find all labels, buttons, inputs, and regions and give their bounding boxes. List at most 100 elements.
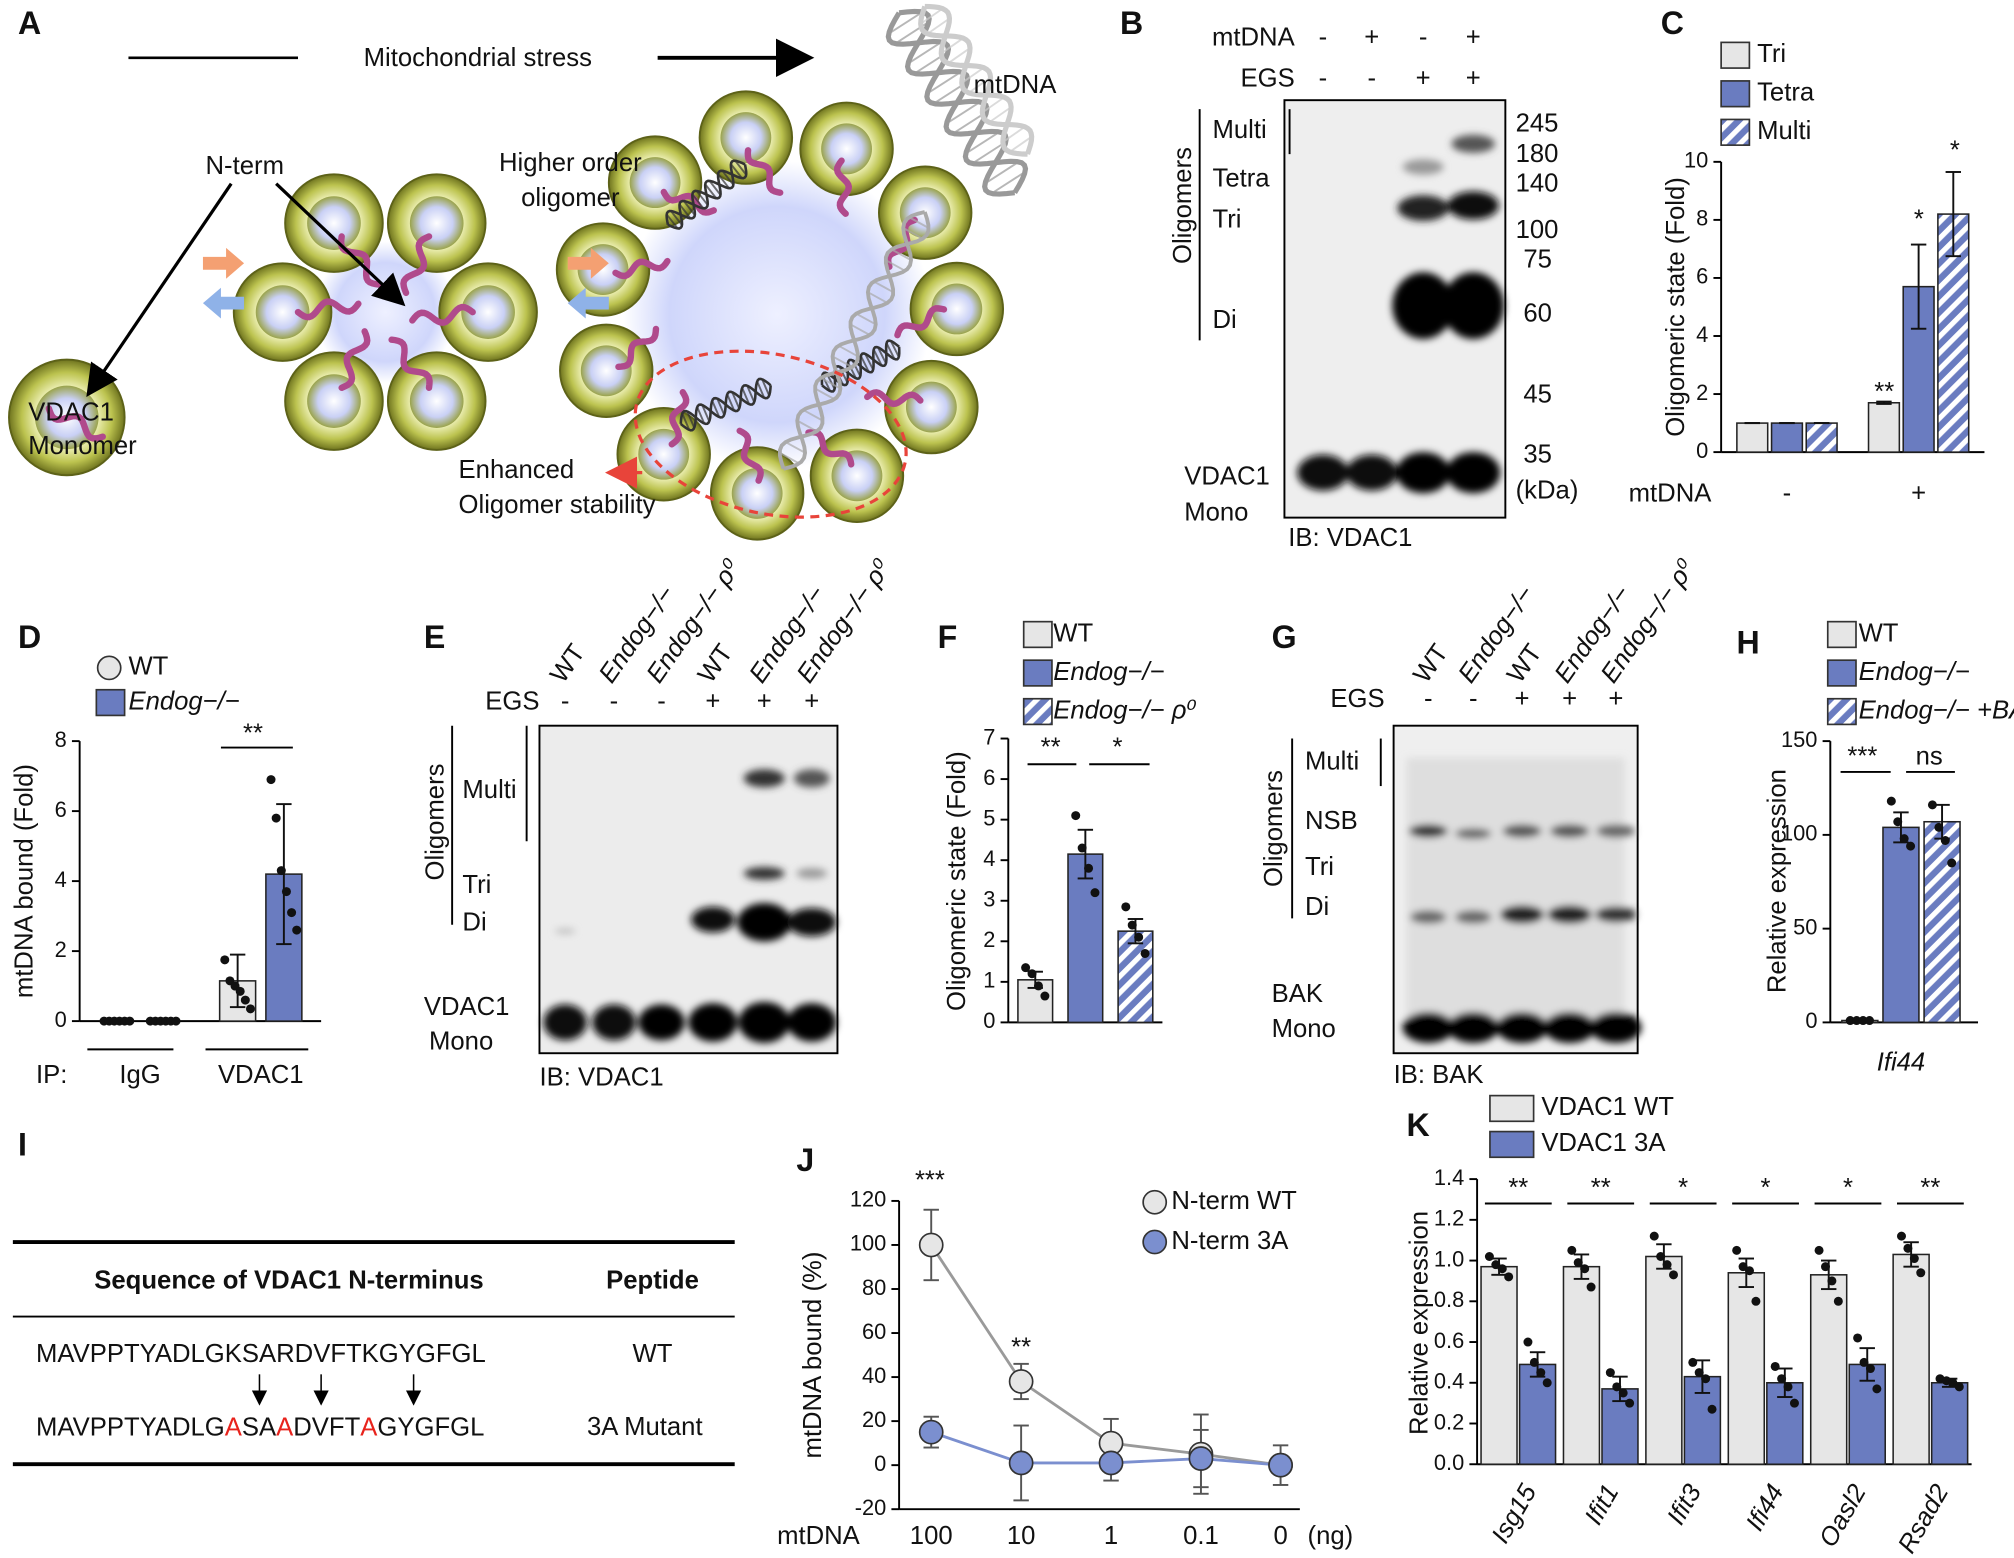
dna-rung [726,393,736,412]
dna-rung [785,441,806,454]
band-label: Di [1305,893,1329,921]
data-point [266,775,276,785]
dna-rung [681,413,691,431]
oligomer-label: oligomer [521,184,620,212]
significance: ** [243,719,263,747]
legend-swatch [1022,659,1053,687]
lane-mark: + [1416,64,1431,92]
data-point [1127,920,1137,930]
y-axis-title: Oligomeric state (Fold) [1662,177,1690,437]
dna-rung [746,385,756,403]
marker-label: 60 [1523,299,1552,327]
data-point [1903,1243,1913,1253]
data-point [1121,902,1131,912]
data-point [1916,1268,1926,1278]
nterm-arrow [275,182,406,307]
band-label: Multi [1305,748,1359,776]
y-tick-label: 20 [862,1407,886,1432]
bar [1562,1265,1601,1466]
table-cell: WT [633,1340,673,1368]
vdac1-pore [580,345,632,397]
legend-label: Tri [1757,40,1786,68]
dna-rung [907,41,943,65]
x-tick-label: Ifit1 [1580,1480,1625,1530]
dna-rung [855,312,877,326]
data-point [1586,1282,1596,1292]
dna-rung [988,106,1012,124]
lane-mark: - [1319,23,1328,51]
oligomer-label: Higher order [499,149,642,177]
y-tick-label: 0.4 [1434,1369,1464,1394]
legend-swatch [1489,1130,1535,1159]
mono-label: VDAC1 [424,993,510,1021]
vdac1-pore [720,112,772,164]
data-point [171,1016,181,1026]
panel-label: A [18,5,41,41]
dna-rung [990,171,1026,195]
significance: * [1843,1174,1853,1202]
significance: *** [915,1166,945,1194]
band-label: Tri [462,871,491,899]
dna-rung [940,37,964,55]
data-point [1649,1231,1659,1241]
data-point [1140,948,1150,958]
dna-rung [1009,135,1033,153]
x-tick-label: Ifit3 [1662,1479,1707,1529]
significance: ** [1591,1174,1611,1202]
data-point [1694,1368,1704,1378]
vdac1-pore [821,123,872,175]
vdac1-pore [307,196,361,250]
legend-swatch [1022,620,1053,649]
lane-mark: - [561,687,570,715]
y-tick-label: 6 [1696,264,1708,289]
legend-marker [1142,1229,1168,1255]
band-label: Tri [1305,853,1334,881]
y-tick-label: 0 [55,1007,67,1032]
y-tick-label: 120 [850,1187,886,1212]
dna-rung [961,66,985,84]
dna-rung [779,451,800,465]
dna-rung [873,280,894,294]
data-point [1927,800,1937,810]
stability-label: Oligomer stability [459,491,656,519]
data-point [1573,1258,1583,1268]
data-point [1077,843,1087,853]
dna-rung [864,353,874,371]
significance: * [1112,734,1122,762]
marker-label: 245 [1516,109,1559,137]
legend-label: WT [1053,619,1093,647]
y-axis-title: mtDNA bound (Fold) [10,764,38,998]
band-label: Tetra [1213,165,1271,193]
data-point [235,986,245,996]
dna-rung [981,96,1005,114]
dna-rung [885,259,906,272]
bar [1736,422,1769,453]
y-tick-label: 0 [874,1451,886,1476]
dna-rung [708,180,722,196]
legend-swatch [95,688,126,717]
dna-rung [678,203,692,219]
panel-label: G [1272,619,1297,655]
x-tick-label: VDAC1 [218,1061,304,1089]
panel-label: C [1661,5,1684,41]
n-terminus [45,405,106,442]
nterm-arrow [86,182,233,398]
nterm-label: N-term [206,152,284,180]
dna-rung [851,359,862,377]
y-axis-title: mtDNA bound (%) [799,1252,827,1459]
residue-segment: GYGFGL [377,1413,484,1441]
data-point [1940,836,1950,845]
significance: ** [1874,378,1894,406]
dna-rung [832,355,853,368]
equilibrium-arrow [202,287,245,319]
lane-mark: - [1419,23,1428,51]
dna-rung [761,378,771,397]
blot-group: Oligomers [1169,147,1197,264]
dna-rung [908,216,930,229]
data-point [1707,1404,1717,1414]
y-tick-label: 4 [983,846,995,871]
dna-rung [731,391,741,409]
band-label: Di [1213,306,1237,334]
dna-strand [820,345,901,387]
